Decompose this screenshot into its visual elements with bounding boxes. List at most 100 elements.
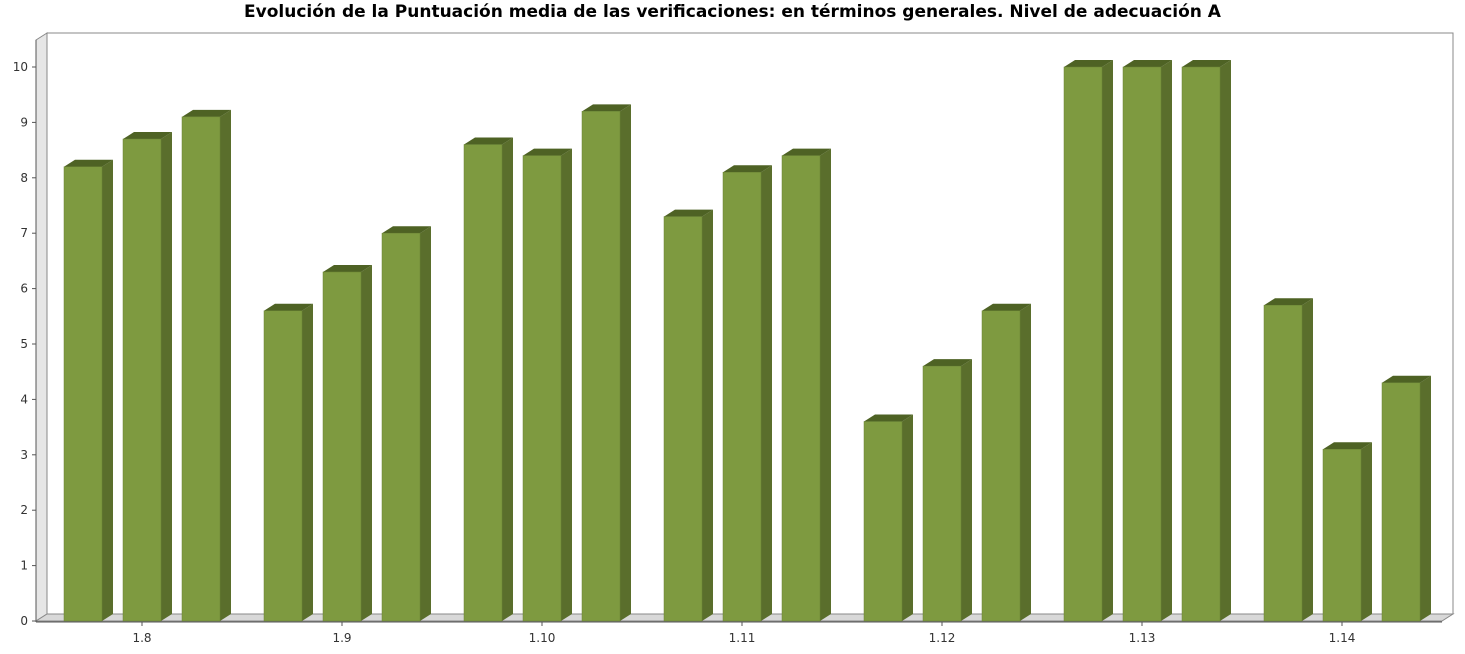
- bar-front: [181, 116, 221, 622]
- bar-front: [863, 421, 903, 622]
- bar-side: [1161, 60, 1172, 621]
- bar: [122, 132, 172, 622]
- x-tick-label: 1.9: [332, 631, 351, 645]
- bar-top: [664, 209, 713, 217]
- bar: [1181, 60, 1231, 622]
- bar: [1122, 60, 1172, 622]
- y-tick-label: 8: [20, 171, 28, 185]
- x-tick-label: 1.8: [132, 631, 151, 645]
- bar: [863, 414, 913, 622]
- y-tick-label: 3: [20, 448, 28, 462]
- y-tick-label: 10: [13, 60, 28, 74]
- bar-top: [1323, 442, 1372, 450]
- bar-front: [1063, 66, 1103, 622]
- x-tick-label: 1.10: [529, 631, 556, 645]
- bar: [1063, 60, 1113, 622]
- bar-side: [302, 303, 313, 621]
- bar-front: [1181, 66, 1221, 622]
- bar-top: [123, 132, 172, 140]
- bar-front: [663, 216, 703, 622]
- bar-side: [1361, 442, 1372, 621]
- bar-side: [502, 137, 513, 621]
- bar-front: [1263, 304, 1303, 622]
- bar: [722, 165, 772, 622]
- y-tick-label: 9: [20, 115, 28, 129]
- bar-top: [182, 109, 231, 117]
- bar-top: [382, 226, 431, 234]
- bar-front: [463, 144, 503, 622]
- bar-side: [1102, 60, 1113, 621]
- bar: [922, 359, 972, 622]
- x-tick-label: 1.11: [729, 631, 756, 645]
- bar-side: [1020, 303, 1031, 621]
- bar-top: [264, 303, 313, 311]
- bars: [63, 60, 1431, 622]
- x-axis: 1.8 1.9 1.10 1.11 1.12 1.13 1.14: [132, 622, 1355, 645]
- bar: [1322, 442, 1372, 622]
- bar-side: [902, 414, 913, 621]
- y-tick-label: 7: [20, 226, 28, 240]
- bar-front: [581, 111, 621, 622]
- bar-side: [161, 132, 172, 621]
- bar-front: [722, 172, 762, 622]
- bar-side: [1420, 375, 1431, 621]
- x-tick-label: 1.12: [929, 631, 956, 645]
- bar-front: [63, 166, 103, 622]
- y-tick-label: 5: [20, 337, 28, 351]
- bar-front: [922, 365, 962, 622]
- bar: [581, 104, 631, 622]
- bar-side: [361, 264, 372, 621]
- bar-side: [702, 209, 713, 621]
- bar: [522, 148, 572, 622]
- bar-side: [961, 359, 972, 621]
- bar-side: [620, 104, 631, 621]
- bar: [1263, 298, 1313, 622]
- y-tick-label: 4: [20, 392, 28, 406]
- bar: [181, 109, 231, 622]
- bar: [981, 303, 1031, 622]
- bar: [663, 209, 713, 622]
- bar-front: [122, 138, 162, 622]
- bar-top: [1182, 60, 1231, 67]
- bar-front: [381, 232, 421, 622]
- bar-front: [322, 271, 362, 622]
- bar-top: [464, 137, 513, 145]
- bar-top: [782, 148, 831, 156]
- bar: [781, 148, 831, 622]
- bar-top: [523, 148, 572, 156]
- bar-side: [1302, 298, 1313, 621]
- bar-top: [582, 104, 631, 112]
- y-tick-label: 1: [20, 559, 28, 573]
- x-tick-label: 1.13: [1129, 631, 1156, 645]
- bar-top: [923, 359, 972, 367]
- bar-front: [1381, 382, 1421, 622]
- bar-top: [1064, 60, 1113, 67]
- bar-front: [1122, 66, 1162, 622]
- bar-front: [981, 310, 1021, 622]
- bar-top: [864, 414, 913, 422]
- bar: [63, 159, 113, 622]
- bar-side: [820, 148, 831, 621]
- bar: [263, 303, 313, 622]
- bar-side: [102, 159, 113, 621]
- bar-side: [561, 148, 572, 621]
- bar-front: [1322, 449, 1362, 622]
- bar-top: [64, 159, 113, 167]
- x-tick-label: 1.14: [1329, 631, 1356, 645]
- y-tick-label: 2: [20, 503, 28, 517]
- bar-top: [323, 264, 372, 272]
- bar: [463, 137, 513, 622]
- side-wall: [35, 32, 48, 622]
- bar-side: [420, 226, 431, 621]
- bar: [1381, 375, 1431, 622]
- y-tick-label: 6: [20, 282, 28, 296]
- bar-front: [781, 155, 821, 622]
- bar-top: [982, 303, 1031, 311]
- bar-top: [1382, 375, 1431, 383]
- bar: [322, 264, 372, 622]
- bar-front: [522, 155, 562, 622]
- bar-side: [1220, 60, 1231, 621]
- bar-side: [220, 109, 231, 622]
- bar-top: [1123, 60, 1172, 67]
